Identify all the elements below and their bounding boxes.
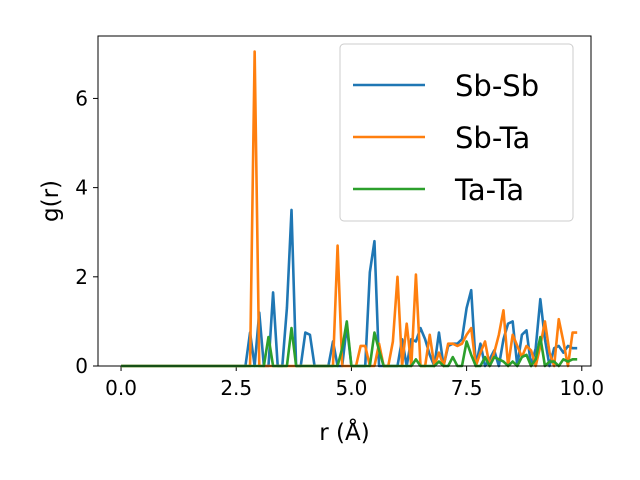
x-tick-label: 5.0 xyxy=(336,376,368,400)
y-tick-label: 2 xyxy=(75,265,88,289)
x-tick-label: 7.5 xyxy=(451,376,483,400)
legend-entry: Sb-Sb xyxy=(455,69,539,103)
x-tick-label: 0.0 xyxy=(105,376,137,400)
y-axis-label: g(r) xyxy=(38,180,64,222)
y-tick-label: 4 xyxy=(75,176,88,200)
plot-frame xyxy=(97,35,592,367)
y-tick-label: 6 xyxy=(75,86,88,110)
legend-box xyxy=(339,43,574,222)
legend-entry: Sb-Ta xyxy=(455,121,530,155)
axis-ticks: 0.0 2.5 5.0 7.5 10.0 0 2 4 6 xyxy=(75,86,604,400)
legend: Sb-Sb Sb-Ta Ta-Ta xyxy=(339,43,574,222)
y-tick-label: 0 xyxy=(75,354,88,378)
legend-entry: Ta-Ta xyxy=(454,173,524,207)
x-tick-label: 2.5 xyxy=(220,376,252,400)
x-tick-label: 10.0 xyxy=(560,376,605,400)
x-axis-label: r (Å) xyxy=(319,418,369,446)
